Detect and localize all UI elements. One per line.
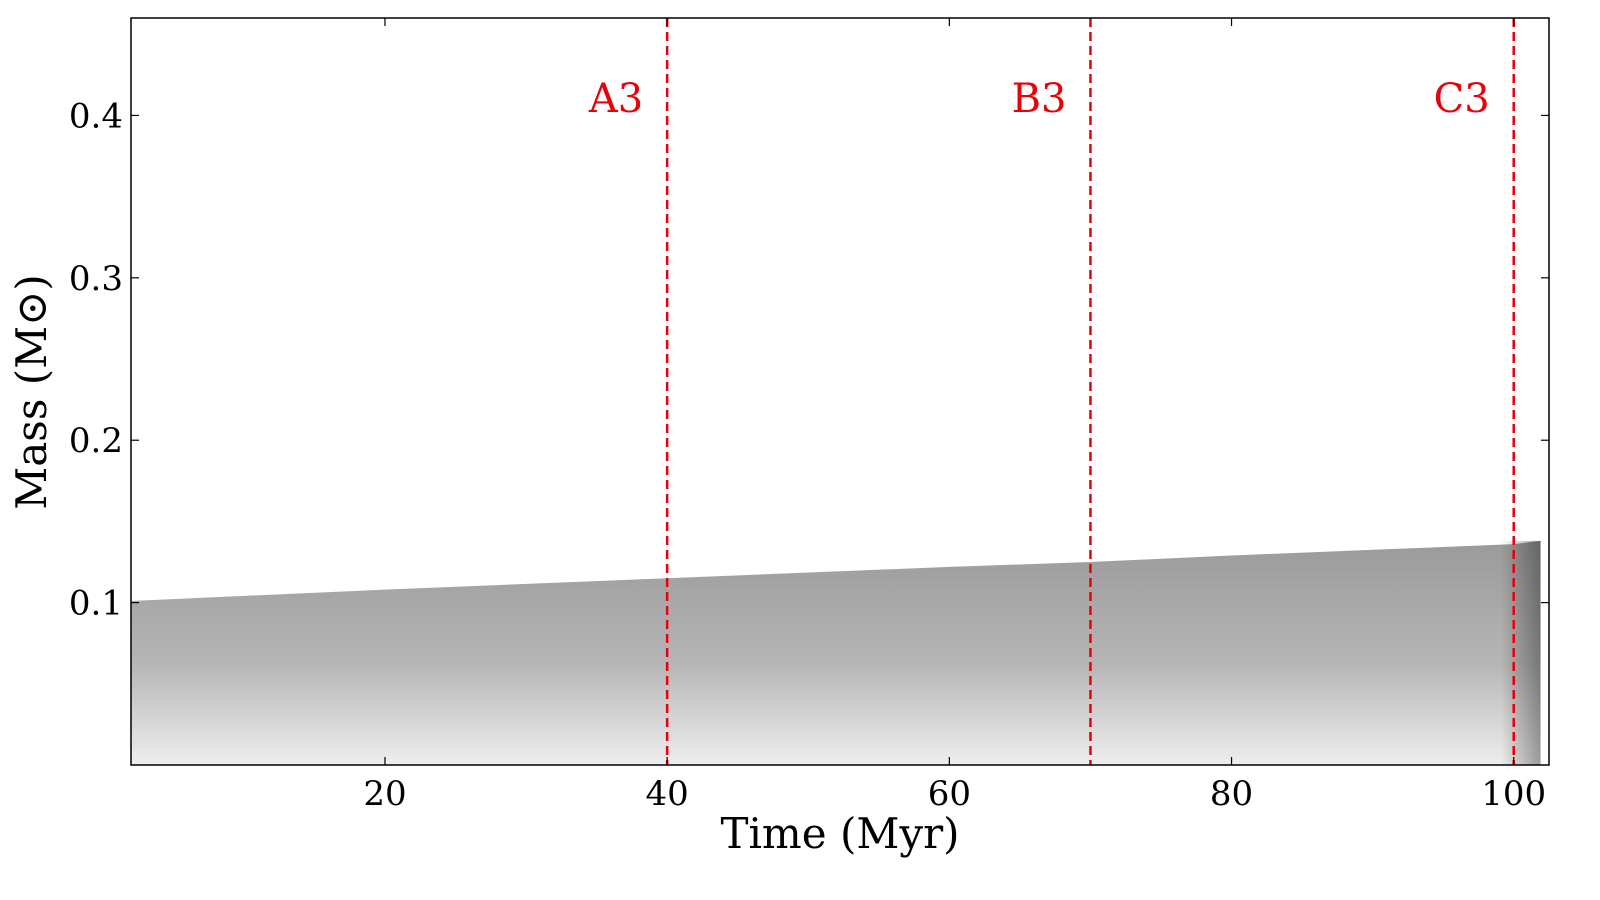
marker-label-c3: C3 [1434,76,1490,122]
y-tick-label: 0.3 [69,259,123,299]
y-axis-ticks: 0.1 0.2 0.3 0.4 [69,96,1549,624]
y-tick-label: 0.4 [69,96,123,136]
mass-area-edge [1500,540,1541,765]
marker-label-a3: A3 [588,76,643,122]
y-tick-label: 0.2 [69,421,123,461]
y-axis-label: Mass (M⊙) [7,274,56,509]
x-axis-ticks: 20 40 60 80 100 [363,18,1546,814]
x-axis-label: Time (Myr) [720,809,959,858]
plot-area: A3 B3 C3 [131,18,1541,765]
x-tick-label: 20 [363,774,406,814]
mass-area-0 [131,540,1541,765]
plot-frame [130,17,1550,766]
x-tick-label: 80 [1210,774,1253,814]
x-tick-label: 40 [646,774,689,814]
marker-label-b3: B3 [1012,76,1067,122]
y-tick-label: 0.1 [69,584,123,624]
x-tick-label: 100 [1481,774,1546,814]
x-tick-label: 60 [928,774,971,814]
